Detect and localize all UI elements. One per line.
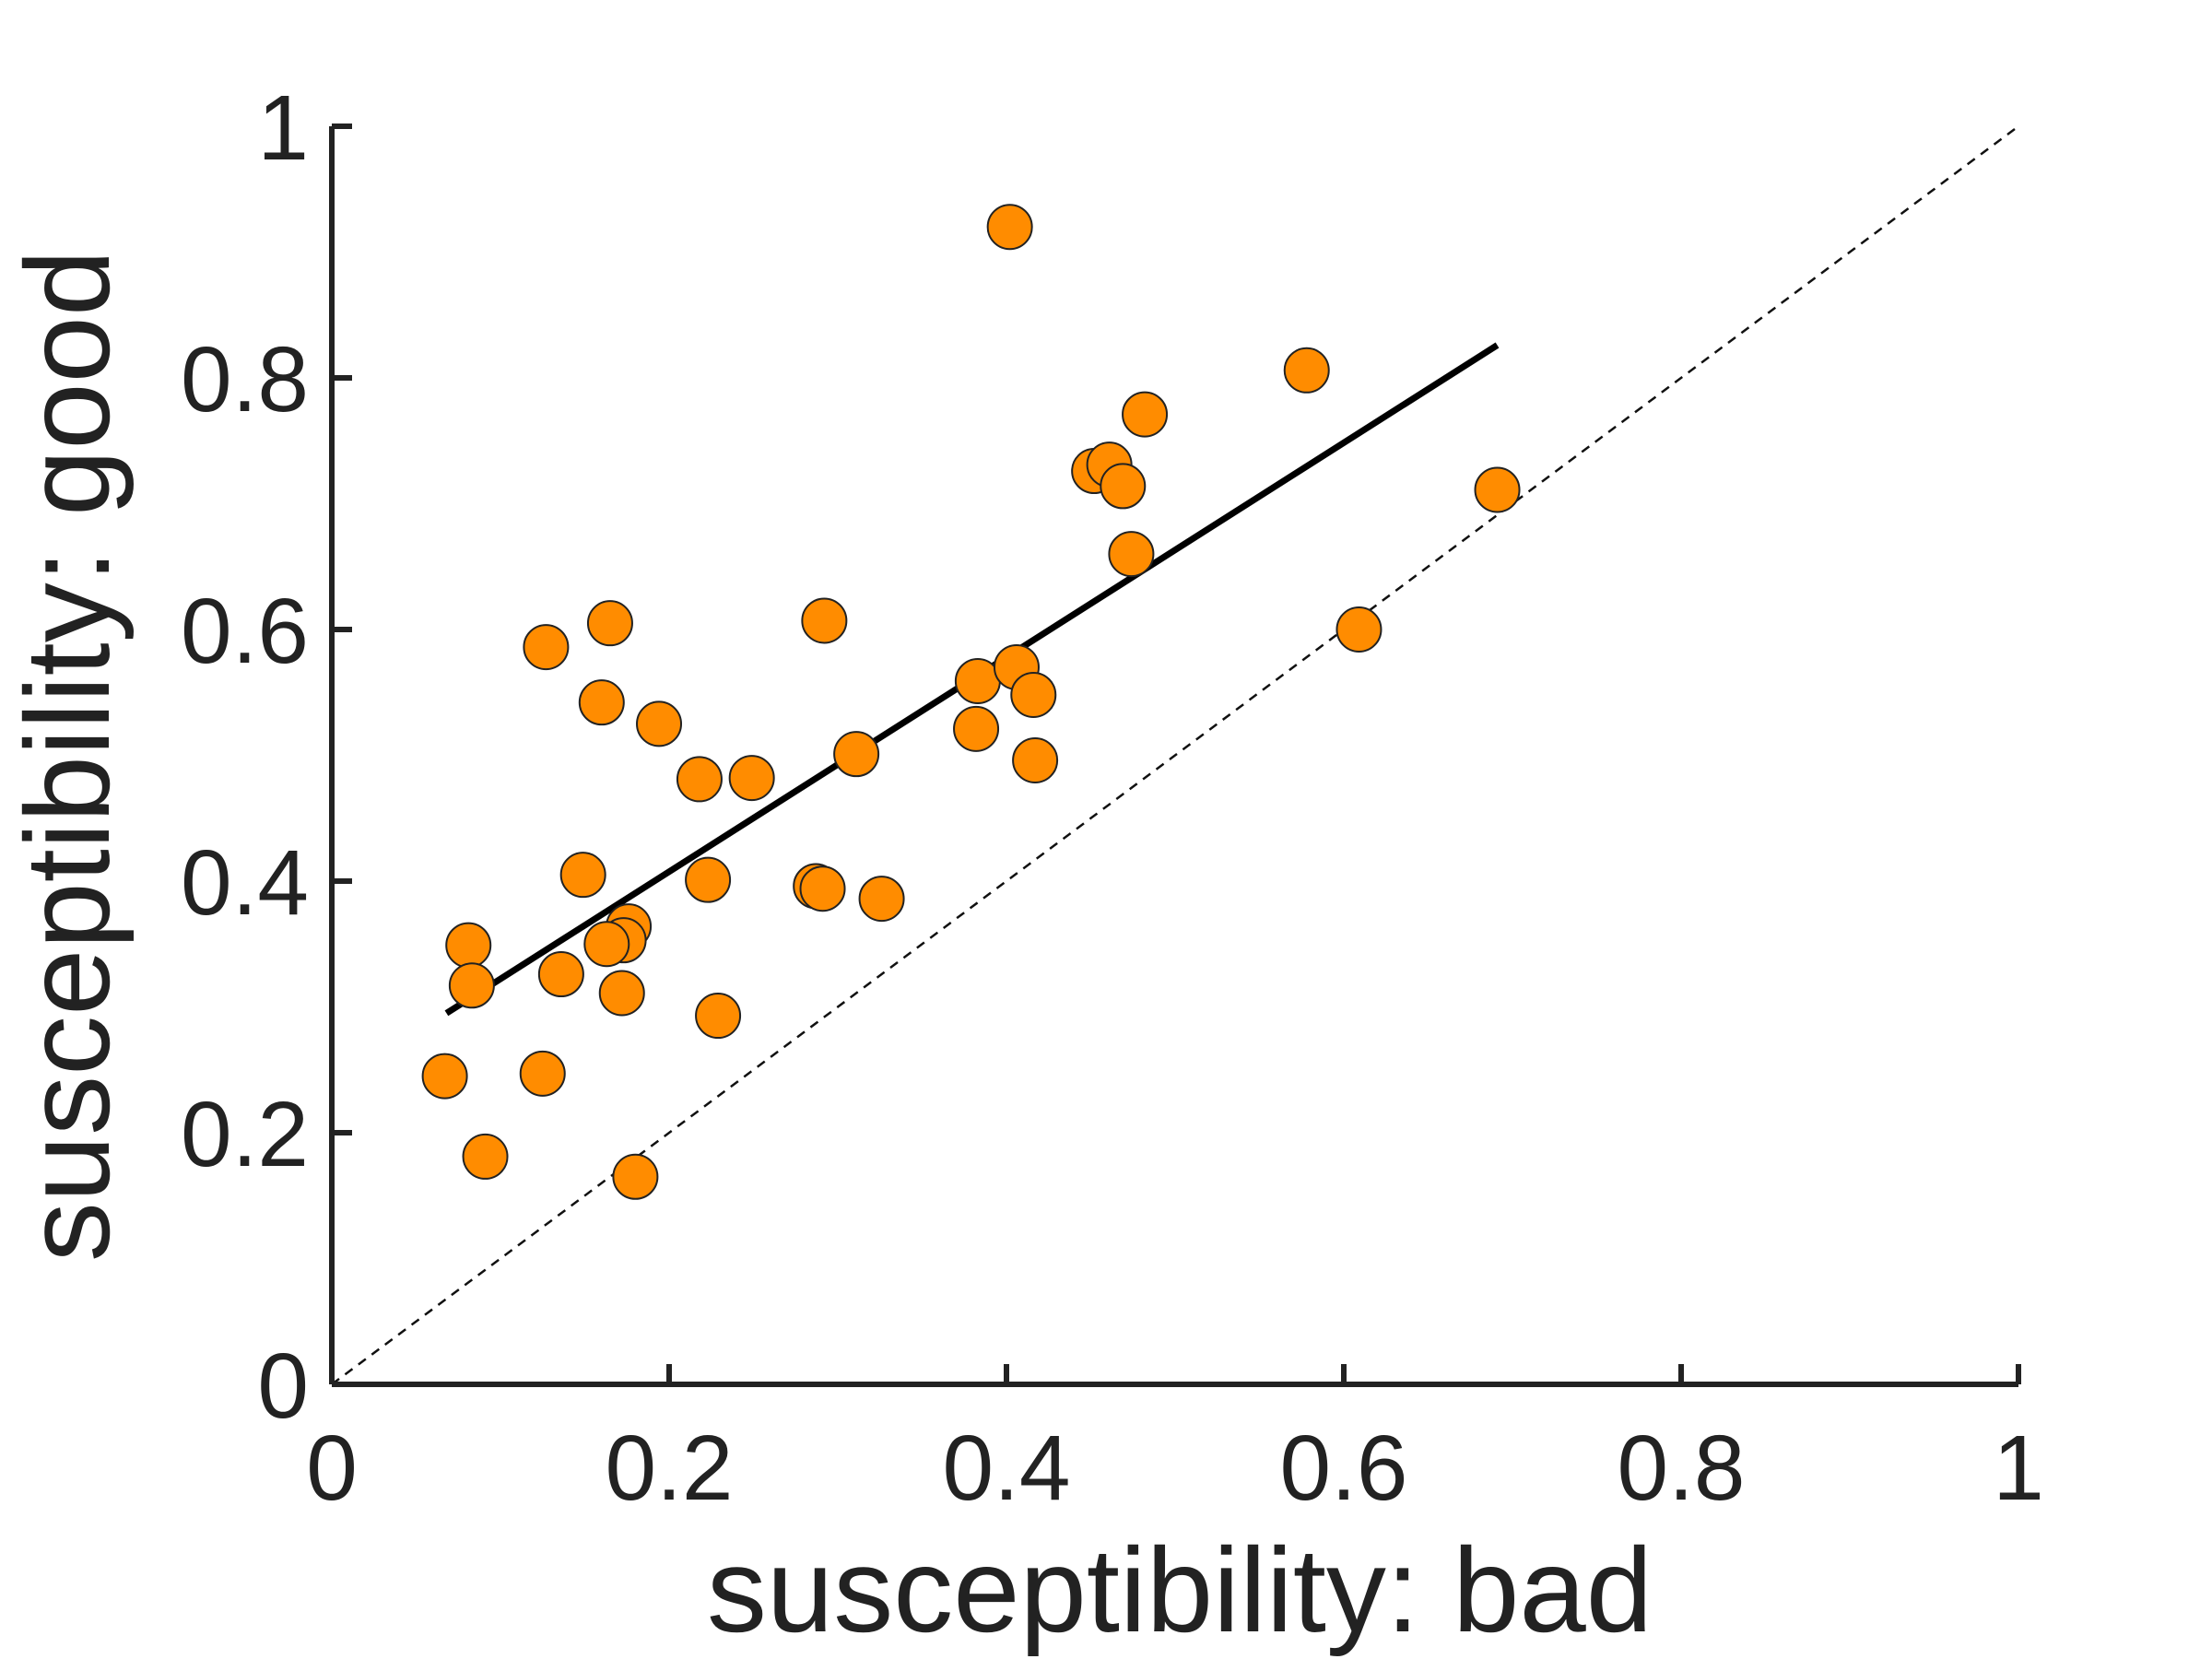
x-tick-label: 1 [1993, 1417, 2044, 1520]
y-axis-label: susceptibility: good [0, 250, 135, 1262]
y-tick-label: 0.4 [181, 831, 309, 935]
data-point [858, 876, 905, 923]
data-point [636, 700, 683, 747]
data-point [1122, 391, 1169, 438]
data-point [1474, 466, 1521, 513]
data-point [1100, 463, 1147, 510]
data-point [833, 731, 880, 778]
data-point [523, 624, 570, 671]
x-tick-label: 0.8 [1617, 1417, 1745, 1520]
ticks: 0 0.2 0.4 0.6 0.8 1 0 0.2 0.4 0.6 0.8 1 [181, 76, 2044, 1520]
data-point [953, 705, 1000, 752]
x-tick-label: 0.2 [605, 1417, 733, 1520]
data-point [578, 679, 625, 726]
data-point [728, 755, 775, 802]
data-point [462, 1133, 509, 1180]
reference-line-layer [331, 124, 2019, 1386]
y-tick-label: 0.8 [181, 328, 309, 431]
data-point [801, 597, 848, 644]
data-point [598, 970, 645, 1017]
x-axis-label: susceptibility: bad [707, 1523, 1653, 1657]
data-point [685, 856, 732, 903]
data-point [954, 657, 1001, 704]
data-point [583, 921, 630, 968]
axes [329, 126, 2018, 1387]
data-points [421, 204, 1521, 1200]
data-point [986, 204, 1033, 251]
data-point [559, 852, 606, 899]
y-tick-label: 0 [257, 1335, 309, 1438]
y-tick-label: 0.2 [181, 1083, 309, 1186]
x-tick-label: 0.6 [1279, 1417, 1407, 1520]
data-point [695, 993, 742, 1040]
data-point [448, 962, 495, 1009]
x-tick-label: 0.4 [942, 1417, 1070, 1520]
data-point [1335, 606, 1382, 653]
data-point [799, 865, 846, 912]
data-point [421, 1053, 468, 1100]
x-tick-label: 0 [306, 1417, 358, 1520]
data-point [1283, 347, 1330, 394]
identity-reference-line [331, 124, 2019, 1386]
y-tick-label: 1 [257, 76, 309, 180]
data-point [1012, 736, 1059, 783]
data-point [676, 756, 723, 803]
data-point [445, 922, 492, 969]
data-point [612, 1153, 659, 1200]
data-point [519, 1050, 566, 1097]
y-tick-label: 0.6 [181, 580, 309, 683]
data-point [586, 600, 633, 647]
data-point [1010, 671, 1057, 718]
data-point [1108, 531, 1155, 578]
data-point [537, 951, 584, 998]
